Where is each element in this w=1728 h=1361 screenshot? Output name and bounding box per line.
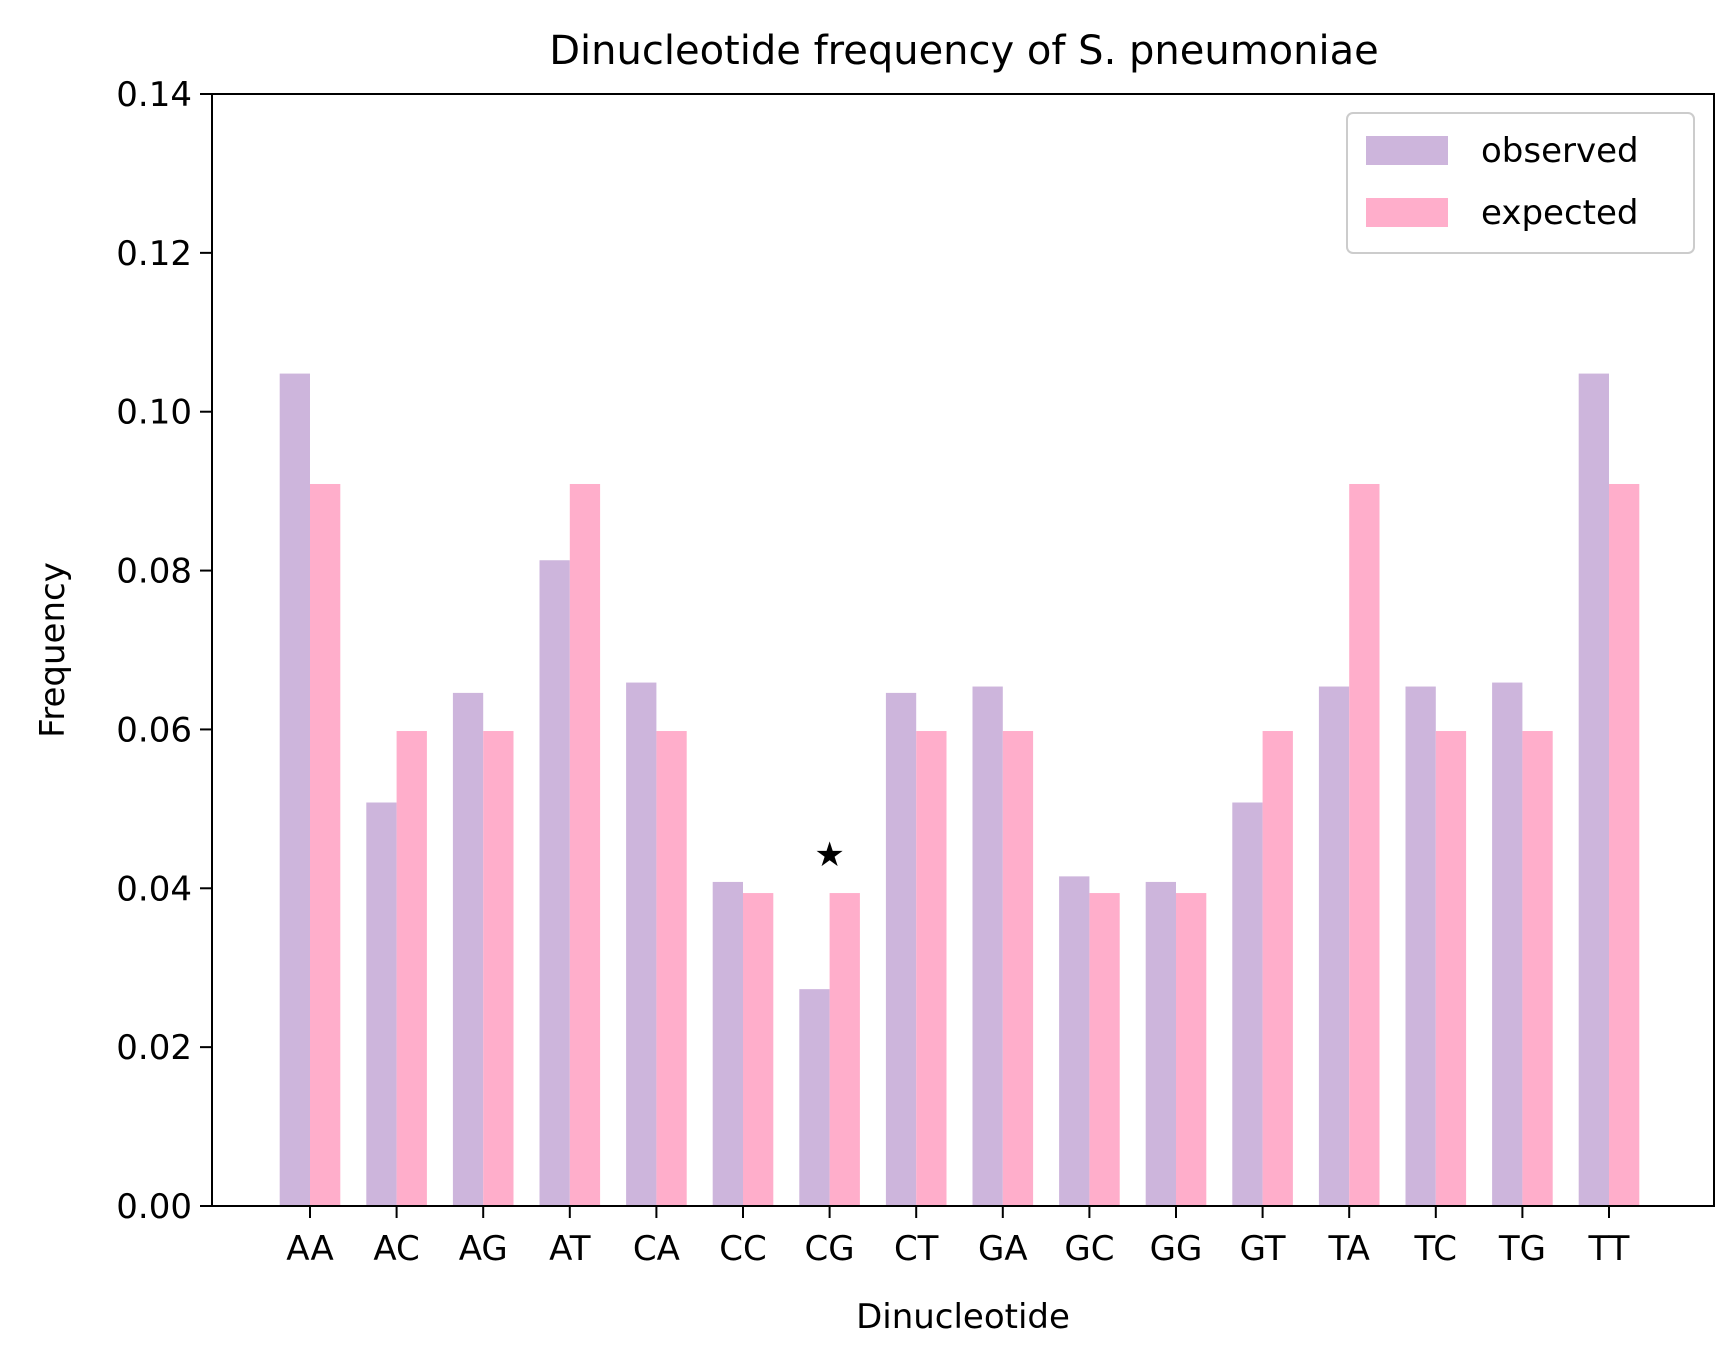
bar-expected-ag xyxy=(483,731,514,1206)
x-tick-label-ag: AG xyxy=(459,1229,508,1269)
bar-expected-gc xyxy=(1089,893,1120,1206)
bar-expected-ac xyxy=(396,731,427,1206)
x-axis-title: Dinucleotide xyxy=(856,1297,1070,1337)
x-tick-label-at: AT xyxy=(549,1229,591,1269)
bar-observed-cg xyxy=(799,989,830,1206)
bar-observed-ga xyxy=(972,686,1003,1206)
plot-frame xyxy=(211,93,1715,1207)
bar-observed-ag xyxy=(452,692,484,1206)
bar-expected-tc xyxy=(1435,731,1467,1206)
x-tick-label-cg: CG xyxy=(805,1229,855,1269)
chart-title: Dinucleotide frequency of S. pneumoniae xyxy=(549,28,1378,74)
y-tick-label: 0.02 xyxy=(116,1028,192,1068)
x-tick-label-gc: GC xyxy=(1064,1229,1114,1269)
y-tick-label: 0.12 xyxy=(116,234,192,274)
bar-expected-gt xyxy=(1262,731,1293,1206)
bar-observed-ct xyxy=(885,692,917,1206)
y-tick-label: 0.00 xyxy=(116,1187,192,1227)
bar-observed-gg xyxy=(1145,881,1176,1206)
x-tick-label-ct: CT xyxy=(894,1229,939,1269)
x-tick-label-cc: CC xyxy=(719,1229,766,1269)
bar-expected-aa xyxy=(310,483,341,1207)
y-tick-label: 0.06 xyxy=(116,710,192,750)
bar-expected-gg xyxy=(1176,893,1207,1206)
bar-observed-ta xyxy=(1318,686,1350,1206)
y-tick-label: 0.04 xyxy=(116,869,192,909)
bar-expected-cg xyxy=(829,893,860,1206)
bar-expected-ct xyxy=(916,731,947,1206)
bar-expected-at xyxy=(569,483,601,1207)
bar-expected-ca xyxy=(656,731,687,1206)
legend-swatch-expected xyxy=(1366,198,1448,227)
x-tick-label-ca: CA xyxy=(633,1229,680,1269)
x-tick-label-ac: AC xyxy=(373,1229,419,1269)
legend: observed expected xyxy=(1346,112,1695,254)
bar-expected-tg xyxy=(1522,731,1553,1206)
significance-star-annotation: ★ xyxy=(814,835,844,875)
x-tick-label-ta: TA xyxy=(1328,1229,1370,1269)
x-tick-label-aa: AA xyxy=(286,1229,333,1269)
bar-observed-gc xyxy=(1059,876,1090,1206)
y-axis: 0.00 0.02 0.04 0.06 0.08 0.10 0.12 0.14 xyxy=(116,75,212,1227)
bars-group xyxy=(279,373,1640,1207)
bar-expected-ta xyxy=(1349,483,1380,1207)
bar-expected-ga xyxy=(1002,731,1034,1206)
legend-swatch-observed xyxy=(1366,136,1448,165)
bar-expected-cc xyxy=(743,893,774,1206)
x-tick-label-tc: TC xyxy=(1414,1229,1458,1269)
bar-observed-aa xyxy=(279,373,310,1206)
bar-observed-ca xyxy=(626,682,657,1206)
y-axis-title: Frequency xyxy=(33,562,73,738)
x-tick-label-tt: TT xyxy=(1588,1229,1630,1269)
bar-observed-tg xyxy=(1492,682,1523,1206)
x-tick-label-gt: GT xyxy=(1240,1229,1286,1269)
bar-observed-cc xyxy=(712,881,743,1206)
x-tick-label-gg: GG xyxy=(1150,1229,1203,1269)
y-tick-label: 0.14 xyxy=(116,75,192,115)
y-tick-label: 0.10 xyxy=(116,393,192,433)
bar-observed-tt xyxy=(1578,373,1609,1206)
bar-observed-tc xyxy=(1405,686,1436,1206)
annotations-group: ★ xyxy=(814,835,844,875)
x-tick-label-tg: TG xyxy=(1498,1229,1546,1269)
bar-observed-gt xyxy=(1232,802,1263,1206)
bar-observed-at xyxy=(539,560,570,1206)
legend-label-observed: observed xyxy=(1481,131,1639,171)
x-tick-label-ga: GA xyxy=(978,1229,1028,1269)
bar-expected-tt xyxy=(1609,483,1640,1207)
y-tick-label: 0.08 xyxy=(116,552,192,592)
bar-observed-ac xyxy=(366,802,397,1206)
x-axis: AA AC AG AT CA CC CG CT GA GC GG GT TA TC TG TT xyxy=(286,1206,1630,1269)
legend-label-expected: expected xyxy=(1481,193,1638,233)
